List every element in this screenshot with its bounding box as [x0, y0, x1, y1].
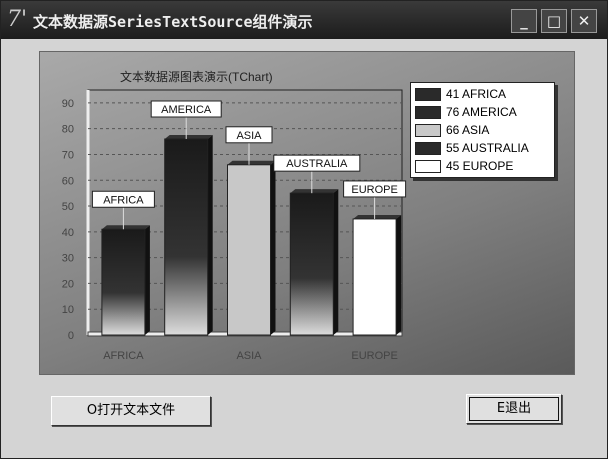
- mark-label-box: [91, 190, 155, 208]
- y-tick-label: 0: [68, 330, 74, 342]
- maximize-button[interactable]: □: [541, 9, 567, 33]
- bar-top: [353, 214, 402, 219]
- legend-item: 55 AUSTRALIA: [415, 139, 550, 157]
- bar-top: [290, 189, 339, 194]
- bar-asia: [227, 164, 271, 336]
- bar-side: [144, 225, 150, 335]
- bar-america: [164, 138, 209, 336]
- chart-legend: 41 AFRICA 76 AMERICA 66 ASIA 55 AUSTRALIA 45…: [410, 82, 555, 178]
- bar-side: [333, 189, 339, 335]
- mark-label-box: [343, 180, 407, 198]
- legend-swatch: [415, 105, 441, 119]
- legend-label: 45 EUROPE: [446, 159, 514, 173]
- x-tick-label: AFRICA: [103, 350, 144, 362]
- legend-item: 41 AFRICA: [415, 85, 550, 103]
- bar-top: [101, 225, 150, 230]
- mark-label-box: [225, 126, 273, 144]
- legend-item: 66 ASIA: [415, 121, 550, 139]
- y-tick-label: 90: [62, 98, 74, 110]
- minimize-button[interactable]: _: [511, 9, 537, 33]
- bar-europe: [352, 218, 397, 336]
- y-tick-label: 70: [62, 149, 74, 161]
- legend-swatch: [415, 87, 441, 101]
- y-tick-label: 60: [62, 175, 74, 187]
- y-tick-label: 10: [62, 304, 74, 316]
- exit-button[interactable]: E退出: [466, 394, 562, 424]
- mark-label-box: [150, 100, 222, 118]
- legend-label: 41 AFRICA: [446, 87, 507, 101]
- chart-title: 文本数据源图表演示(TChart): [120, 70, 273, 84]
- close-button[interactable]: ✕: [571, 9, 597, 33]
- window-title: 文本数据源SeriesTextSource组件演示: [33, 13, 313, 31]
- title-bar[interactable]: 7' 文本数据源SeriesTextSource组件演示 _ □ ✕: [1, 1, 607, 39]
- bar-africa: [101, 228, 146, 336]
- legend-label: 76 AMERICA: [446, 105, 517, 119]
- bar-top: [164, 135, 213, 139]
- legend-swatch: [415, 123, 441, 137]
- mark-label-box: [273, 154, 361, 172]
- legend-item: 45 EUROPE: [415, 157, 550, 175]
- legend-label: 55 AUSTRALIA: [446, 141, 529, 155]
- bar-side: [396, 214, 402, 335]
- legend-swatch: [415, 159, 441, 173]
- bar-top: [227, 160, 276, 165]
- mark-label: AFRICA: [103, 194, 144, 206]
- x-tick-label: ASIA: [236, 350, 262, 362]
- y-tick-label: 20: [62, 278, 74, 290]
- y-tick-label: 30: [62, 253, 74, 265]
- legend-label: 66 ASIA: [446, 123, 490, 137]
- mark-label: AMERICA: [161, 104, 212, 116]
- y-tick-label: 40: [62, 227, 74, 239]
- bar-side: [207, 135, 213, 335]
- app-icon: 7': [7, 7, 28, 32]
- y-tick-label: 80: [62, 124, 74, 136]
- mark-label: AUSTRALIA: [286, 158, 348, 170]
- legend-swatch: [415, 141, 441, 155]
- tchart: 0 10 20 30 40 50 60 70 80 90 AFRICA AMERICA ASIA AUST…: [39, 51, 575, 375]
- x-tick-label: EUROPE: [351, 350, 397, 362]
- open-text-file-button[interactable]: O打开文本文件: [51, 396, 211, 426]
- mark-label: EUROPE: [351, 184, 397, 196]
- bar-australia: [289, 192, 334, 336]
- mark-label: ASIA: [236, 130, 262, 142]
- chart-svg: 0 10 20 30 40 50 60 70 80 90 AFRICA AMERICA ASIA AUST…: [62, 89, 407, 362]
- y-tick-label: 50: [62, 201, 74, 213]
- bar-side: [270, 160, 276, 335]
- legend-item: 76 AMERICA: [415, 103, 550, 121]
